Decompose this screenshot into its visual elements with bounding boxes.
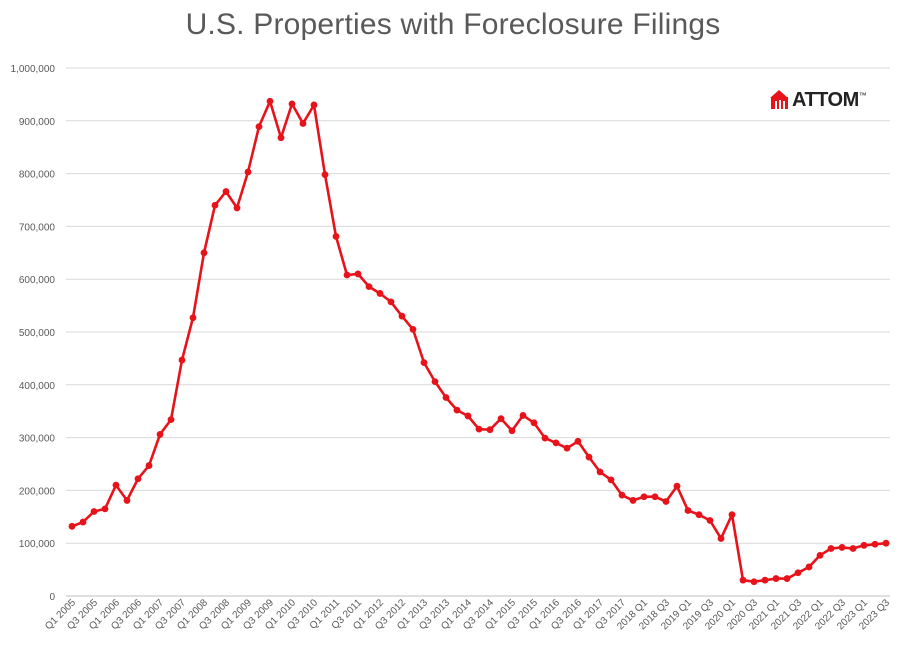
data-point [178, 356, 186, 364]
data-point [277, 134, 285, 142]
data-point [255, 123, 263, 131]
data-point [409, 325, 417, 333]
data-point [717, 535, 725, 542]
data-point [222, 188, 230, 195]
y-axis-ticks: 0 100,000 200,000 300,000 400,000 500,000 600,… [11, 64, 56, 603]
data-point [519, 412, 527, 419]
data-point [838, 544, 846, 551]
data-point [805, 563, 813, 571]
y-tick-label: 0 [49, 592, 55, 603]
data-point [376, 290, 384, 297]
data-point [266, 97, 274, 105]
data-point [211, 201, 219, 209]
data-point [354, 270, 362, 278]
data-point [574, 437, 582, 445]
y-tick-label: 300,000 [19, 434, 56, 445]
data-point [695, 511, 703, 519]
data-point [783, 575, 791, 582]
data-point [706, 517, 714, 524]
y-tick-label: 100,000 [19, 539, 56, 550]
data-point [739, 576, 747, 584]
y-tick-label: 800,000 [19, 170, 56, 181]
series-foreclosure-filings [68, 97, 890, 586]
data-point [189, 314, 197, 322]
y-tick-label: 500,000 [19, 328, 56, 339]
logo-text: ATTOM [792, 88, 859, 111]
data-point [640, 493, 648, 501]
data-point [431, 378, 439, 386]
data-point [849, 545, 857, 552]
data-point [728, 511, 736, 519]
data-point [552, 439, 560, 447]
data-point [794, 569, 802, 577]
data-point [453, 406, 461, 414]
data-point [860, 541, 868, 549]
data-point [816, 551, 824, 559]
data-point [662, 498, 670, 505]
data-point [167, 416, 175, 424]
data-point [464, 412, 472, 420]
data-point [508, 427, 516, 435]
data-point [607, 476, 615, 484]
data-point [200, 249, 208, 257]
data-point [486, 426, 494, 434]
data-point [365, 283, 373, 290]
logo-trademark: ™ [858, 90, 867, 100]
data-point [310, 101, 318, 109]
data-point [629, 497, 637, 504]
y-tick-label: 900,000 [19, 117, 56, 128]
data-point [101, 505, 109, 513]
attom-logo: ATTOM ™ [770, 88, 867, 112]
data-point [387, 298, 395, 306]
data-point [442, 394, 450, 401]
data-point [871, 540, 879, 548]
y-tick-label: 600,000 [19, 275, 56, 286]
data-point [772, 575, 780, 582]
data-point [684, 507, 692, 514]
data-point [596, 468, 604, 476]
y-tick-label: 200,000 [19, 486, 56, 497]
data-point [563, 444, 571, 452]
data-point [497, 415, 505, 422]
data-point [156, 431, 164, 438]
data-point [288, 100, 296, 108]
data-point [530, 419, 538, 427]
data-point [123, 497, 131, 504]
data-point [541, 434, 549, 442]
data-point [244, 168, 252, 176]
data-point [618, 491, 626, 499]
y-tick-label: 700,000 [19, 222, 56, 233]
data-point [750, 578, 758, 586]
house-roof-icon [770, 90, 788, 109]
data-point [321, 171, 329, 179]
data-point [882, 539, 890, 547]
data-point [112, 481, 120, 489]
data-point [585, 453, 593, 461]
data-point [343, 271, 351, 279]
data-point [420, 359, 428, 367]
data-point [332, 233, 340, 240]
gridlines [66, 67, 890, 597]
data-point [299, 120, 307, 127]
data-point [475, 425, 483, 433]
data-point [233, 204, 241, 212]
data-point [651, 493, 659, 501]
chart-title: U.S. Properties with Foreclosure Filings [185, 8, 721, 41]
data-point [68, 522, 76, 530]
y-tick-label: 400,000 [19, 381, 56, 392]
y-tick-label: 1,000,000 [11, 64, 56, 75]
data-point [134, 475, 142, 483]
data-point [761, 576, 769, 584]
data-point [79, 518, 87, 526]
data-point [398, 312, 406, 320]
data-point [145, 462, 153, 469]
data-point [90, 508, 98, 515]
data-point [827, 545, 835, 552]
data-point [673, 482, 681, 490]
